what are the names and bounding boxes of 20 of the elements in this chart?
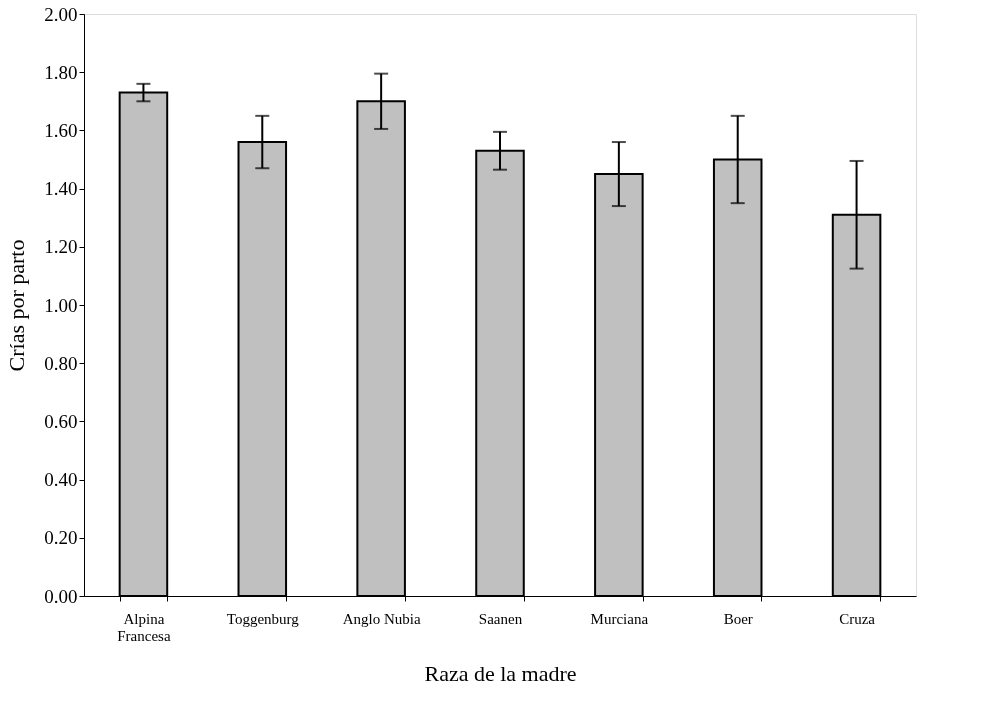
y-tick-label: 1.40 <box>44 178 78 200</box>
x-tick-label: Saanen <box>478 610 523 627</box>
x-tick-label: Cruza <box>839 610 876 627</box>
y-tick-label: 0.80 <box>44 352 78 374</box>
y-tick-label: 1.00 <box>44 294 78 316</box>
y-tick-label: 2.00 <box>44 3 78 25</box>
x-tick-label: Toggenburg <box>226 610 300 627</box>
y-tick-label: 1.20 <box>44 236 78 258</box>
y-tick-label: 1.60 <box>44 119 78 141</box>
y-tick-label: 0.60 <box>44 410 78 432</box>
y-tick-label: 1.80 <box>44 61 78 83</box>
x-tick-label: Anglo Nubia <box>342 610 421 627</box>
x-tick-label: Alpina Francesa <box>117 610 171 644</box>
y-tick-label: 0.40 <box>44 469 78 491</box>
x-axis-title: Raza de la madre <box>424 660 577 686</box>
x-tick-label: Boer <box>723 610 753 627</box>
y-tick-label: 0.00 <box>44 585 78 607</box>
x-tick-label: Murciana <box>590 610 649 627</box>
y-axis-title: Crías por parto <box>4 239 30 372</box>
y-tick-label: 0.20 <box>44 527 78 549</box>
